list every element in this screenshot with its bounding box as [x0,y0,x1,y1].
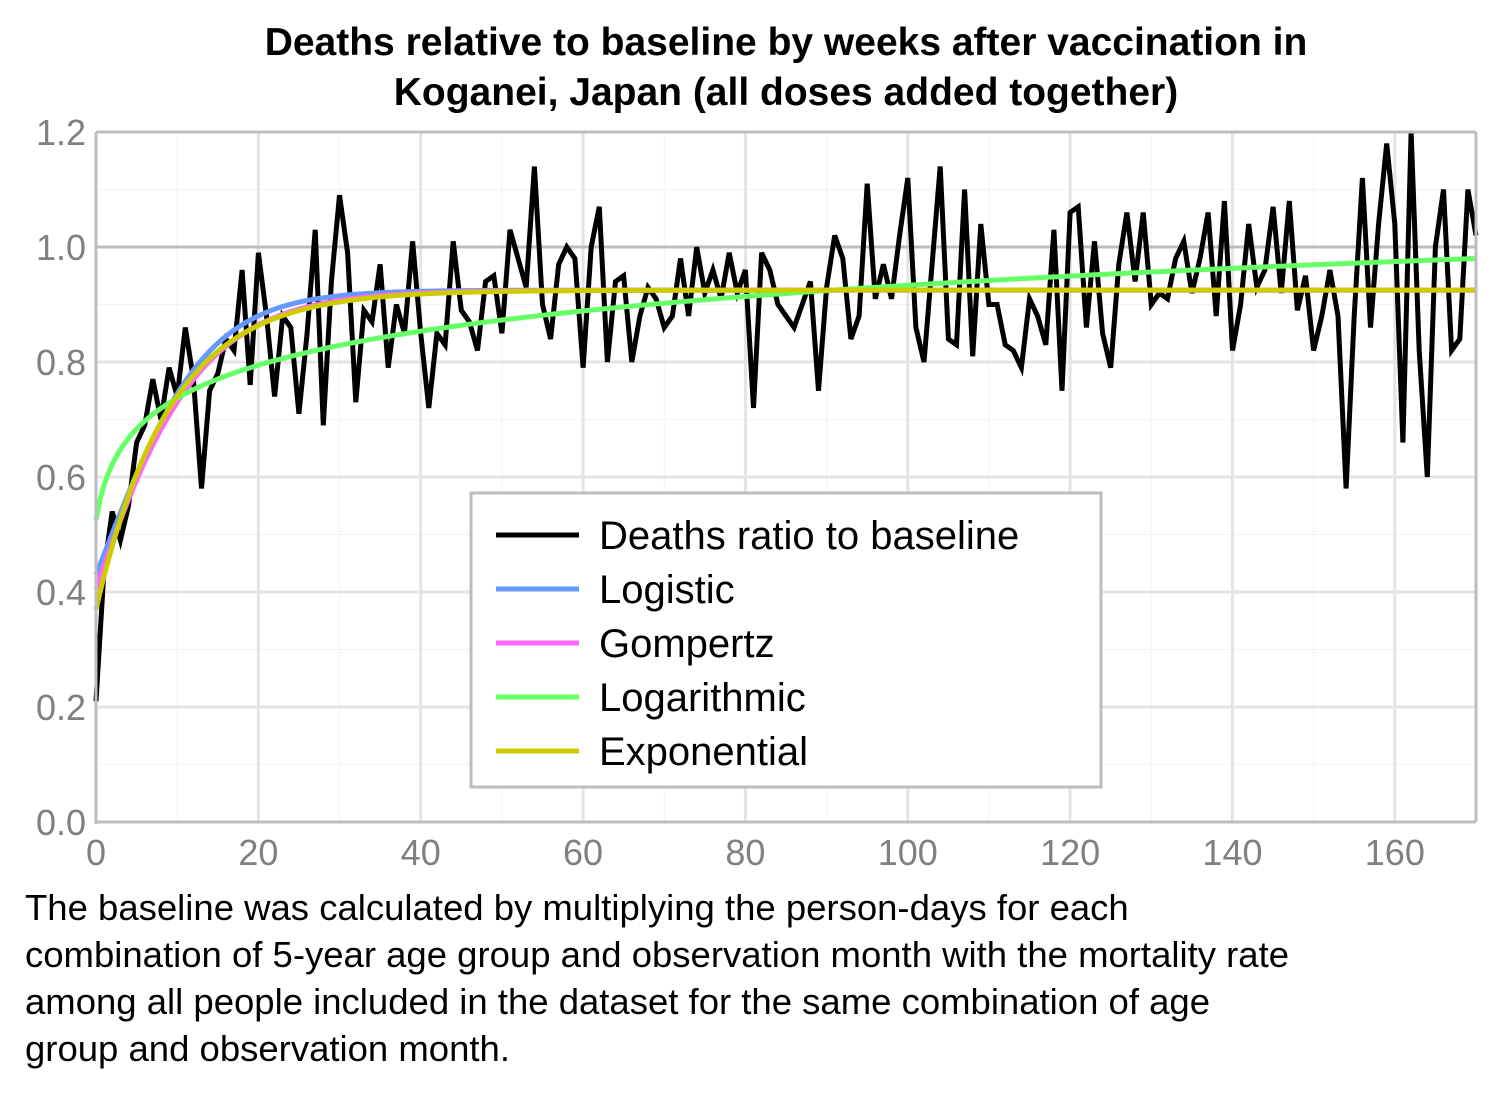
legend-box [469,491,1103,789]
x-tick-label: 20 [238,832,278,873]
chart-title-line-1: Deaths relative to baseline by weeks aft… [264,21,1308,64]
chart-title: Deaths relative to baseline by weeks aft… [0,18,1504,118]
x-tick-label: 160 [1365,832,1425,873]
x-tick-label: 0 [86,832,106,873]
legend-label: Gompertz [599,622,775,666]
footnote-line-1: The baseline was calculated by multiplyi… [25,887,1129,928]
y-tick-label: 0.8 [36,342,86,383]
x-tick-label: 60 [563,832,603,873]
y-tick-label: 0.4 [36,572,86,613]
fit-curve-logarithmic [93,256,1477,521]
observed-line [93,131,1479,702]
y-tick-label: 0.0 [36,802,86,843]
observed-series [93,131,1479,702]
x-tick-label: 40 [401,832,441,873]
y-tick-label: 1.0 [36,227,86,268]
legend: Deaths ratio to baseline Logistic Gompertz… [469,491,1103,789]
legend-label: Exponential [599,730,808,774]
footnote: The baseline was calculated by multiplyi… [25,884,1495,1072]
y-tick-label: 1.2 [36,112,86,153]
x-tick-label: 120 [1040,832,1100,873]
footnote-line-2: combination of 5-year age group and obse… [25,934,1290,975]
chart-title-line-2: Koganei, Japan (all doses added together… [393,71,1179,114]
legend-label: Logarithmic [599,676,806,720]
y-tick-label: 0.6 [36,457,86,498]
x-tick-label: 100 [878,832,938,873]
fit-curve-exponential [93,287,1476,610]
fit-curves [93,256,1477,610]
footnote-line-4: group and observation month. [25,1028,510,1069]
legend-label: Logistic [599,568,735,612]
legend-label: Deaths ratio to baseline [599,514,1019,558]
x-tick-label: 80 [725,832,765,873]
footnote-line-3: among all people included in the dataset… [25,981,1211,1022]
y-tick-label: 0.2 [36,687,86,728]
x-tick-label: 140 [1202,832,1262,873]
axes: 0 20 40 60 80 100 120 140 160 0.0 0.2 0.4 0.6 0.8 1.0 1… [36,112,1478,873]
